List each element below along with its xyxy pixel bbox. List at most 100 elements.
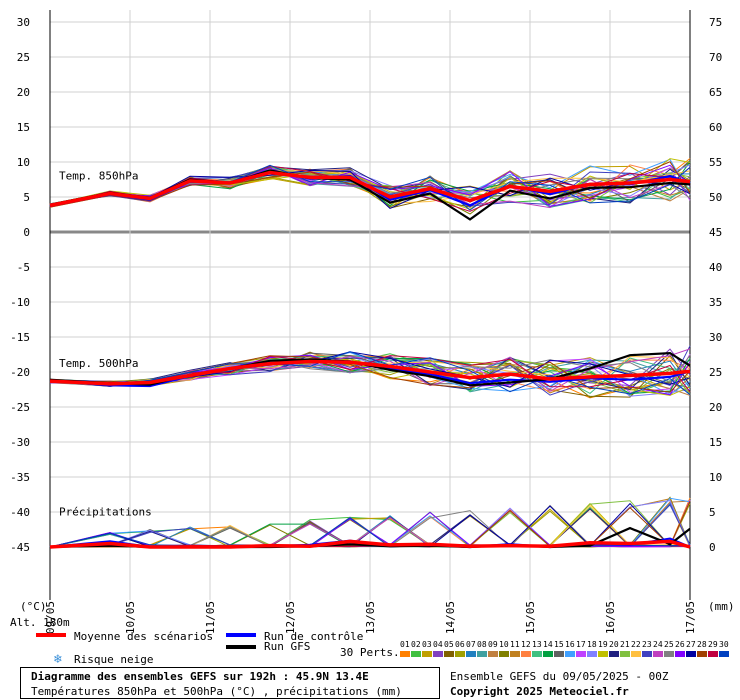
series-850-line [49,170,691,208]
y-right-tick-label: 60 [709,121,722,134]
perturbation-id-label: 24 [653,640,663,649]
perturbation-850-line [49,161,691,208]
perturbation-id-label: 23 [642,640,652,649]
perturbation-color-swatch [598,651,608,657]
perturbation-color-swatch [510,651,520,657]
y-right-tick-label: 5 [709,506,716,519]
perturbation-color-swatch [532,651,542,657]
y-left-tick-label: 25 [17,51,30,64]
chart-subtitle: Températures 850hPa et 500hPa (°C) , pré… [31,685,402,698]
x-tick-label: 15/05 [524,601,537,634]
mean-legend-label: Moyenne des scénarios [74,630,214,643]
y-right-tick-label: 15 [709,436,722,449]
perturbation-color-swatch [543,651,553,657]
control-legend-label: Run de contrôle [264,630,364,643]
perturbation-id-label: 07 [466,640,476,649]
y-left-tick-label: 20 [17,86,30,99]
perturbation-id-label: 02 [411,640,421,649]
perturbation-id-label: 29 [708,640,718,649]
perturbation-color-swatch [675,651,685,657]
copyright: Copyright 2025 Meteociel.fr [450,685,629,698]
perturbation-color-swatch [444,651,454,657]
y-right-tick-label: 75 [709,16,722,29]
perturbation-color-swatch [642,651,652,657]
y-right-unit-label: (mm) [708,600,735,613]
x-tick-label: 12/05 [284,601,297,634]
perturbation-id-label: 18 [587,640,597,649]
snowflake-icon: ❄ [54,652,62,667]
y-left-tick-label: -40 [10,506,30,519]
series-500-line [49,359,691,386]
mean-legend-swatch [36,633,66,637]
perturbation-id-label: 04 [433,640,443,649]
perturbation-500-line [49,355,691,393]
y-left-tick-label: -35 [10,471,30,484]
perturbation-500-line [49,355,691,393]
gfs-legend-label: Run GFS [264,640,311,653]
perturbation-id-label: 08 [477,640,487,649]
altitude-label: Alt. 180m [10,616,70,629]
perturbation-id-label: 09 [488,640,498,649]
perturbation-color-swatch [466,651,476,657]
y-left-tick-label: 15 [17,121,30,134]
y-left-tick-label: -15 [10,331,30,344]
perturbation-color-swatch [554,651,564,657]
run-info: Ensemble GEFS du 09/05/2025 - 00Z [450,670,669,683]
x-tick-label: 09/05 [44,601,57,634]
perturbation-color-swatch [653,651,663,657]
perturbation-color-swatch [708,651,718,657]
chart-title: Diagramme des ensembles GEFS sur 192h : … [31,670,369,683]
perturbation-id-label: 17 [576,640,586,649]
y-left-tick-label: 5 [23,191,30,204]
perturbation-id-label: 01 [400,640,410,649]
y-right-tick-label: 45 [709,226,722,239]
perturbation-id-label: 16 [565,640,575,649]
chart-caption-box: Diagramme des ensembles GEFS sur 192h : … [20,667,440,699]
perturbation-id-label: 22 [631,640,641,649]
x-tick-label: 14/05 [444,601,457,634]
y-right-tick-label: 70 [709,51,722,64]
section-label: Précipitations [59,506,152,519]
y-left-tick-label: 30 [17,16,30,29]
perturbation-count-label: 30 Perts. [340,646,400,659]
y-right-tick-label: 30 [709,331,722,344]
perturbation-id-label: 26 [675,640,685,649]
perturbation-id-label: 11 [510,640,520,649]
perturbation-color-swatch [719,651,729,657]
perturbation-color-swatch [576,651,586,657]
perturbation-color-swatch [411,651,421,657]
control-legend-swatch [226,633,256,637]
snow-risk-label: Risque neige [74,653,154,666]
y-right-tick-label: 65 [709,86,722,99]
y-right-tick-label: 25 [709,366,722,379]
y-left-unit-label: (°C) [20,600,47,613]
y-left-tick-label: 10 [17,156,30,169]
perturbation-color-swatch [620,651,630,657]
perturbation-color-swatch [664,651,674,657]
perturbation-color-swatch [587,651,597,657]
y-left-tick-label: -25 [10,401,30,414]
perturbation-id-label: 28 [697,640,707,649]
x-tick-label: 11/05 [204,601,217,634]
y-left-tick-label: -30 [10,436,30,449]
y-left-tick-label: 0 [23,226,30,239]
perturbation-color-swatch [433,651,443,657]
y-right-tick-label: 40 [709,261,722,274]
perturbation-color-swatch [400,651,410,657]
perturbation-color-swatch [477,651,487,657]
y-left-tick-label: -20 [10,366,30,379]
perturbation-850-line [49,167,691,208]
x-tick-label: 10/05 [124,601,137,634]
perturbation-color-swatch [455,651,465,657]
perturbation-id-label: 25 [664,640,674,649]
perturbation-id-label: 21 [620,640,630,649]
perturbation-color-swatch [565,651,575,657]
y-right-tick-label: 55 [709,156,722,169]
perturbation-id-label: 19 [598,640,608,649]
perturbation-id-label: 15 [554,640,564,649]
perturbation-id-label: 27 [686,640,696,649]
y-right-tick-label: 50 [709,191,722,204]
perturbation-id-label: 03 [422,640,432,649]
